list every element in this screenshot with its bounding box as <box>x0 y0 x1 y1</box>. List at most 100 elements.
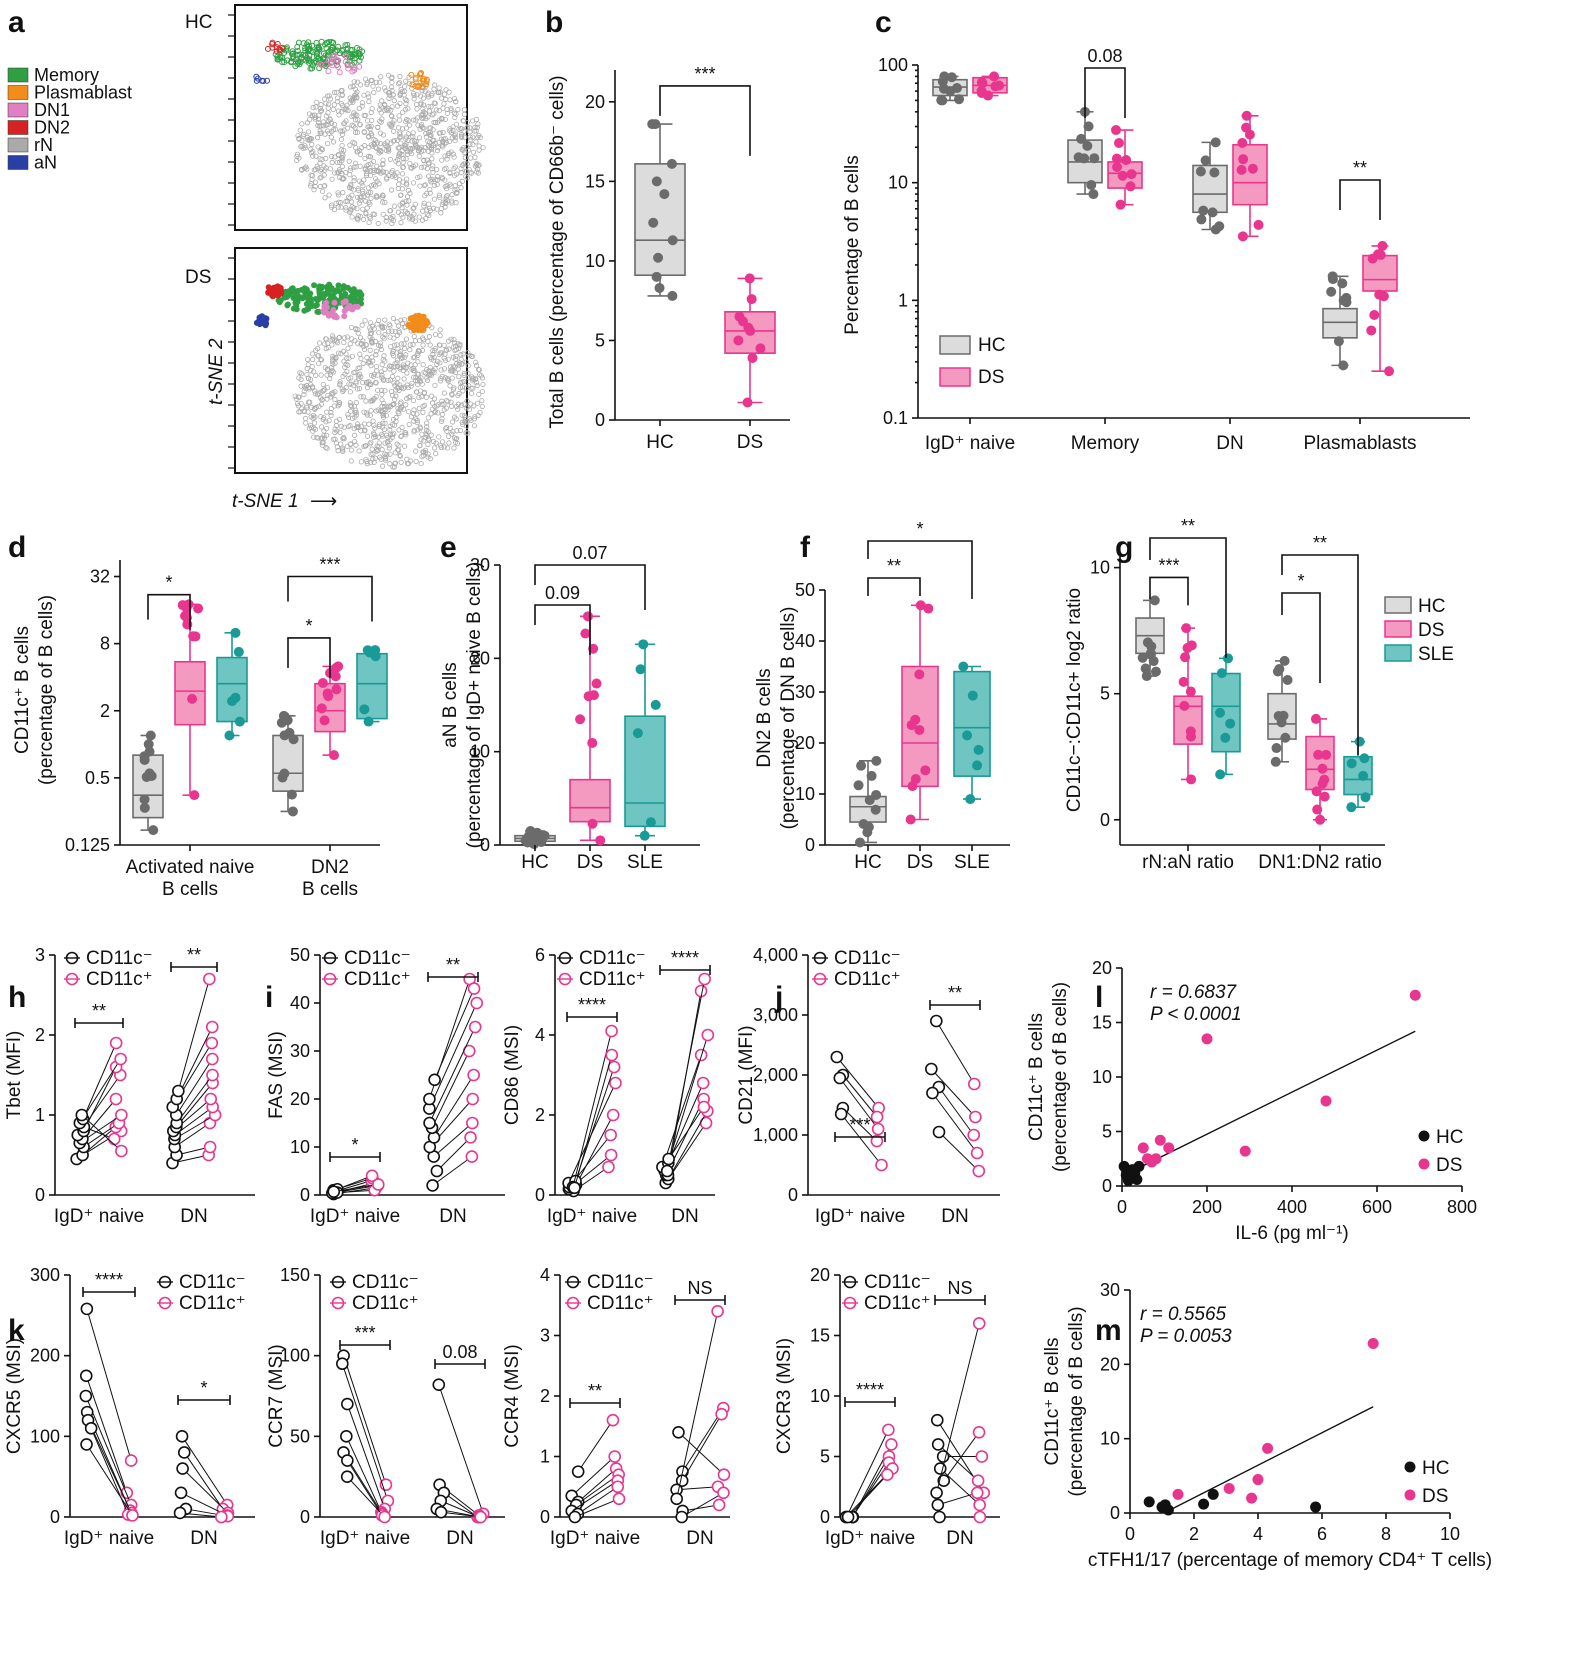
tsne-point <box>366 358 372 365</box>
tsne-point <box>364 461 370 467</box>
tsne-point <box>369 323 375 329</box>
data-point <box>1237 231 1248 242</box>
tsne-point <box>343 207 349 213</box>
legend-label: HC <box>1436 1127 1463 1148</box>
tsne-point <box>319 397 325 403</box>
tsne-point <box>419 394 425 400</box>
tsne-point <box>478 373 484 379</box>
tsne-point <box>420 112 426 118</box>
tsne-point <box>347 341 353 347</box>
y-axis-label: CCR7 (MSI) <box>266 1344 287 1447</box>
data-point-cd11c-pos <box>970 1486 984 1500</box>
tsne-point <box>317 175 323 181</box>
tsne-point <box>367 126 373 132</box>
tsne-point <box>321 183 327 189</box>
tsne-point <box>415 348 422 354</box>
data-point <box>915 600 926 611</box>
box-iqr <box>953 670 991 777</box>
tsne-point <box>422 88 428 95</box>
data-point <box>1321 749 1332 760</box>
tsne-point <box>441 101 447 107</box>
tsne-point <box>442 351 448 357</box>
tsne-point <box>309 384 315 390</box>
tsne-point <box>417 442 423 448</box>
tsne-point <box>276 297 283 304</box>
tsne-point <box>321 341 328 347</box>
tsne-point <box>431 354 437 360</box>
tsne-point <box>447 364 454 370</box>
pair-line <box>681 1413 723 1481</box>
tsne-point <box>359 100 365 106</box>
data-point <box>1196 214 1207 225</box>
tsne-point <box>301 391 307 398</box>
tsne-point <box>474 382 480 389</box>
data-point <box>976 87 987 98</box>
tsne-point <box>334 159 340 165</box>
tsne-point <box>409 380 415 386</box>
box-iqr <box>1232 143 1268 206</box>
data-point <box>587 818 598 829</box>
tsne-ds-frame <box>234 247 468 474</box>
data-point-cd11c-neg <box>175 1430 189 1443</box>
tsne-point <box>401 341 407 347</box>
tsne-point <box>423 76 430 83</box>
tsne-point <box>260 78 267 85</box>
tsne-point <box>380 199 386 205</box>
y-axis-label: CD11c⁺ B cells <box>1042 1338 1063 1466</box>
x-tick-label: IgD⁺ naive <box>925 433 1015 454</box>
data-point <box>1312 804 1323 815</box>
tsne-point <box>416 135 423 141</box>
tsne-point <box>371 182 377 188</box>
tsne-point <box>319 442 325 448</box>
tsne-point <box>471 423 478 429</box>
data-point <box>319 715 330 726</box>
tsne-point <box>398 192 404 198</box>
tsne-point <box>413 416 419 422</box>
tsne-point <box>403 180 410 186</box>
tsne-point <box>354 194 361 200</box>
data-point <box>1346 758 1357 769</box>
tsne-point <box>368 109 374 116</box>
tsne-point <box>453 403 460 410</box>
tsne-point <box>407 347 413 353</box>
pair-line <box>346 1460 383 1516</box>
tsne-point <box>444 183 450 189</box>
tsne-point <box>357 197 364 204</box>
tsne-point <box>346 302 353 309</box>
tsne-point <box>358 341 364 347</box>
pair-line <box>842 1107 878 1142</box>
data-point <box>1198 205 1209 216</box>
tsne-point <box>367 154 373 160</box>
tsne-point <box>339 447 346 453</box>
tsne-point <box>458 166 464 172</box>
y-tick-label: 10 <box>290 1137 310 1157</box>
tsne-point <box>353 400 359 406</box>
tsne-point <box>404 202 410 208</box>
tsne-point <box>334 47 341 54</box>
data-point-cd11c-neg <box>660 1164 674 1178</box>
tsne-point <box>398 433 404 440</box>
tsne-point <box>461 128 467 134</box>
tsne-point <box>329 159 335 166</box>
y-tick-label: 15 <box>1092 1013 1112 1033</box>
tsne-point <box>359 145 365 151</box>
tsne-point <box>400 179 406 185</box>
data-point-cd11c-neg <box>430 1164 444 1178</box>
data-point-cd11c-pos <box>109 1092 123 1106</box>
tsne-point <box>402 429 408 436</box>
x-tick-label: HC <box>854 852 881 873</box>
tsne-point <box>396 113 402 119</box>
tsne-point <box>347 142 353 148</box>
tsne-hc-label: HC <box>185 12 212 33</box>
data-point <box>650 699 661 710</box>
tsne-point <box>336 288 343 295</box>
tsne-point <box>325 392 331 399</box>
data-point <box>972 760 983 771</box>
tsne-point <box>403 134 410 140</box>
x-tick-label: IgD⁺ naive <box>64 1528 154 1549</box>
tsne-point <box>326 192 332 198</box>
tsne-legend-label: Plasmablast <box>34 83 132 103</box>
tsne-point <box>444 110 450 116</box>
x-tick-label: SLE <box>954 852 990 873</box>
tsne-point <box>407 216 413 222</box>
